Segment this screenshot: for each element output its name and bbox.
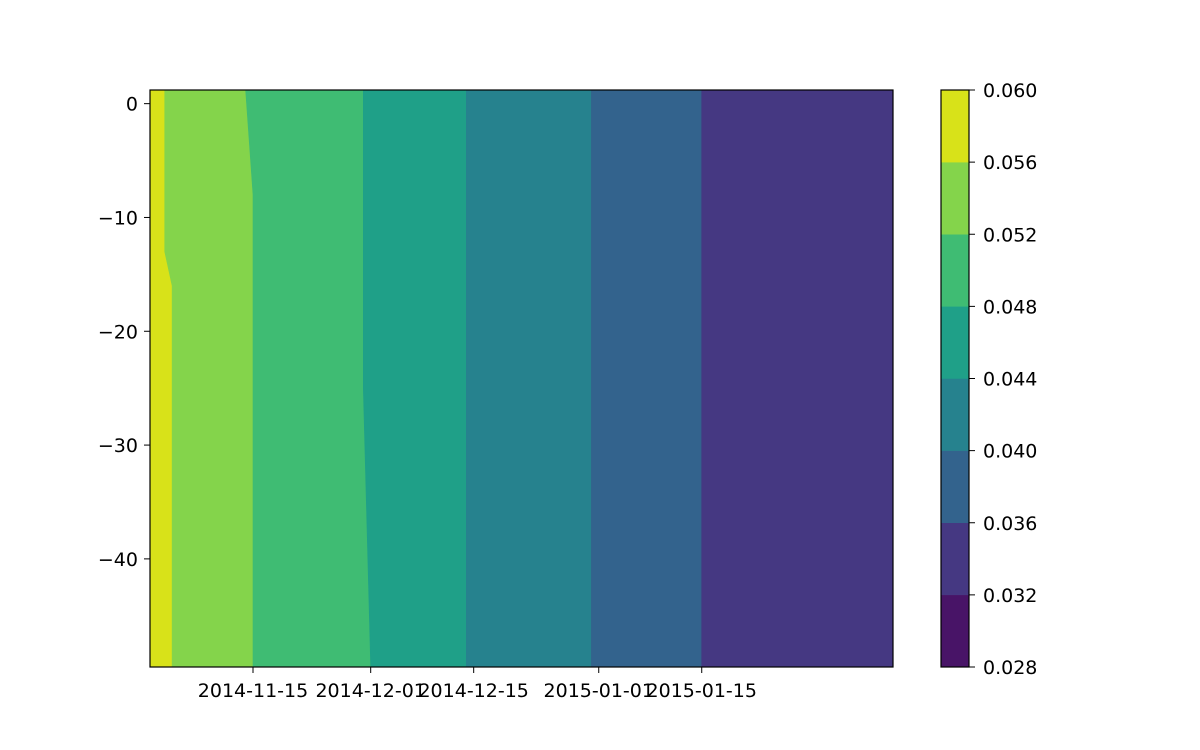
y-tick-label: −10: [98, 207, 138, 229]
x-tick-label: 2014-11-15: [198, 680, 308, 702]
colorbar-swatch: [940, 378, 970, 451]
contour-band: [591, 89, 703, 668]
colorbar-tick-label: 0.060: [983, 80, 1037, 102]
colorbar-tick-label: 0.032: [983, 585, 1037, 607]
contour-band: [245, 89, 372, 668]
colorbar-swatch: [940, 306, 970, 379]
colorbar-tick-label: 0.028: [983, 657, 1037, 679]
y-tick-label: −30: [98, 435, 138, 457]
colorbar-swatch: [940, 89, 970, 163]
contour-band: [465, 89, 592, 668]
y-tick-label: −20: [98, 321, 138, 343]
colorbar-tick-label: 0.044: [983, 369, 1037, 391]
colorbar-swatch: [940, 161, 970, 235]
y-tick-label: 0: [126, 94, 138, 116]
colorbar-swatch: [940, 450, 970, 523]
colorbar-tick-label: 0.052: [983, 224, 1037, 246]
x-tick-label: 2015-01-15: [647, 680, 757, 702]
colorbar-tick-label: 0.048: [983, 296, 1037, 318]
colorbar-tick-label: 0.056: [983, 152, 1037, 174]
y-tick-label: −40: [98, 549, 138, 571]
colorbar-swatch: [940, 522, 970, 596]
contour-band: [701, 89, 894, 668]
y-axis: 0 −10 −20 −30 −40: [98, 94, 150, 571]
colorbar-tick-label: 0.040: [983, 441, 1037, 463]
colorbar-tick-label: 0.036: [983, 513, 1037, 535]
plot-frame: [149, 89, 894, 668]
colorbar: 0.028 0.032 0.036 0.040 0.044 0.048 0.052 0.056…: [940, 80, 1037, 679]
x-tick-label: 2015-01-01: [544, 680, 654, 702]
colorbar-swatch: [940, 594, 970, 668]
x-tick-label: 2014-12-15: [418, 680, 528, 702]
colorbar-swatch: [940, 234, 970, 307]
contour-band: [362, 89, 467, 668]
contour-bands: [149, 89, 894, 668]
x-tick-label: 2014-12-01: [315, 680, 425, 702]
contour-band: [164, 89, 254, 668]
